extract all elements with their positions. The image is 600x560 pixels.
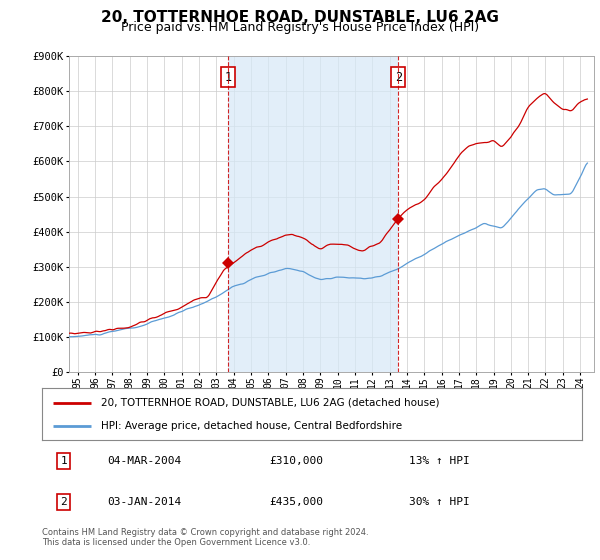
Text: 2: 2 <box>60 497 67 507</box>
Text: 1: 1 <box>224 71 232 83</box>
Text: £310,000: £310,000 <box>269 456 323 466</box>
Bar <box>228 56 398 372</box>
Text: £435,000: £435,000 <box>269 497 323 507</box>
Text: 20, TOTTERNHOE ROAD, DUNSTABLE, LU6 2AG (detached house): 20, TOTTERNHOE ROAD, DUNSTABLE, LU6 2AG … <box>101 398 440 408</box>
Text: HPI: Average price, detached house, Central Bedfordshire: HPI: Average price, detached house, Cent… <box>101 421 403 431</box>
Text: Contains HM Land Registry data © Crown copyright and database right 2024.
This d: Contains HM Land Registry data © Crown c… <box>42 528 368 547</box>
Text: Price paid vs. HM Land Registry's House Price Index (HPI): Price paid vs. HM Land Registry's House … <box>121 21 479 34</box>
Text: 04-MAR-2004: 04-MAR-2004 <box>107 456 181 466</box>
Text: 13% ↑ HPI: 13% ↑ HPI <box>409 456 470 466</box>
Text: 03-JAN-2014: 03-JAN-2014 <box>107 497 181 507</box>
Text: 20, TOTTERNHOE ROAD, DUNSTABLE, LU6 2AG: 20, TOTTERNHOE ROAD, DUNSTABLE, LU6 2AG <box>101 10 499 25</box>
Text: 1: 1 <box>60 456 67 466</box>
Text: 30% ↑ HPI: 30% ↑ HPI <box>409 497 470 507</box>
Text: 2: 2 <box>395 71 402 83</box>
